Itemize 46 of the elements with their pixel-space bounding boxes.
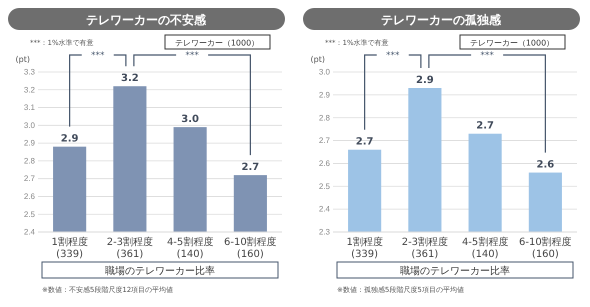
x-tick-label: 6-10割程度 (160) — [519, 236, 572, 260]
y-tick-label: 2.7 — [318, 136, 331, 146]
x-tick-label: 2-3割程度 (361) — [106, 236, 154, 260]
data-label: 2.7 — [476, 120, 494, 132]
y-axis-title: (pt) — [16, 55, 30, 64]
y-tick-label: 3.2 — [24, 85, 36, 94]
data-label: 2.9 — [60, 134, 79, 145]
text: *** — [185, 51, 200, 61]
x-tick-label: 4-5割程度 (140) — [166, 236, 214, 260]
y-tick-label: 3.3 — [24, 68, 36, 77]
data-label: 2.9 — [416, 75, 434, 86]
y-tick-label: 3.0 — [318, 68, 331, 77]
data-label: 2.7 — [242, 162, 260, 174]
y-tick-label: 2.4 — [24, 228, 36, 237]
y-tick-label: 2.6 — [318, 158, 331, 168]
y-tick-label: 2.8 — [318, 113, 331, 122]
y-tick-label: 2.4 — [318, 204, 331, 214]
y-tick-label: 2.5 — [318, 182, 331, 191]
y-tick-label: 2.3 — [318, 228, 331, 237]
y-tick-label: 2.5 — [24, 210, 36, 219]
y-tick-label: 2.7 — [24, 174, 36, 184]
y-axis-title: (pt) — [310, 55, 325, 64]
chart-title: テレワーカーの孤独感 — [381, 13, 502, 27]
y-tick-label: 3.0 — [24, 120, 36, 130]
text: *** — [480, 51, 494, 61]
x-tick-label: 4-5割程度 (140) — [462, 236, 508, 260]
x-tick-label: 2-3割程度 (361) — [402, 236, 448, 260]
x-tick-label: 6-10割程度 (160) — [224, 236, 277, 260]
text: *** — [386, 51, 400, 61]
data-label: 3.0 — [181, 114, 200, 126]
text: *** — [91, 51, 106, 61]
y-tick-label: 2.8 — [24, 156, 36, 166]
chart-title: テレワーカーの不安感 — [86, 13, 207, 27]
y-tick-label: 2.9 — [24, 138, 36, 148]
x-axis-title: 職場のテレワーカー比率 — [105, 265, 215, 277]
x-tick-label: 1割程度 (339) — [346, 236, 383, 260]
y-tick-label: 3.1 — [24, 103, 36, 112]
y-tick-label: 2.9 — [318, 90, 331, 100]
x-tick-label: 1割程度 (339) — [51, 236, 88, 260]
data-label: 2.6 — [536, 160, 554, 171]
y-tick-label: 2.6 — [24, 192, 36, 202]
text: テレワーカー（1000） — [174, 38, 260, 48]
data-label: 3.2 — [121, 73, 139, 84]
data-label: 2.7 — [356, 136, 374, 148]
text: テレワーカー（1000） — [470, 38, 554, 48]
x-axis-title: 職場のテレワーカー比率 — [400, 265, 510, 277]
